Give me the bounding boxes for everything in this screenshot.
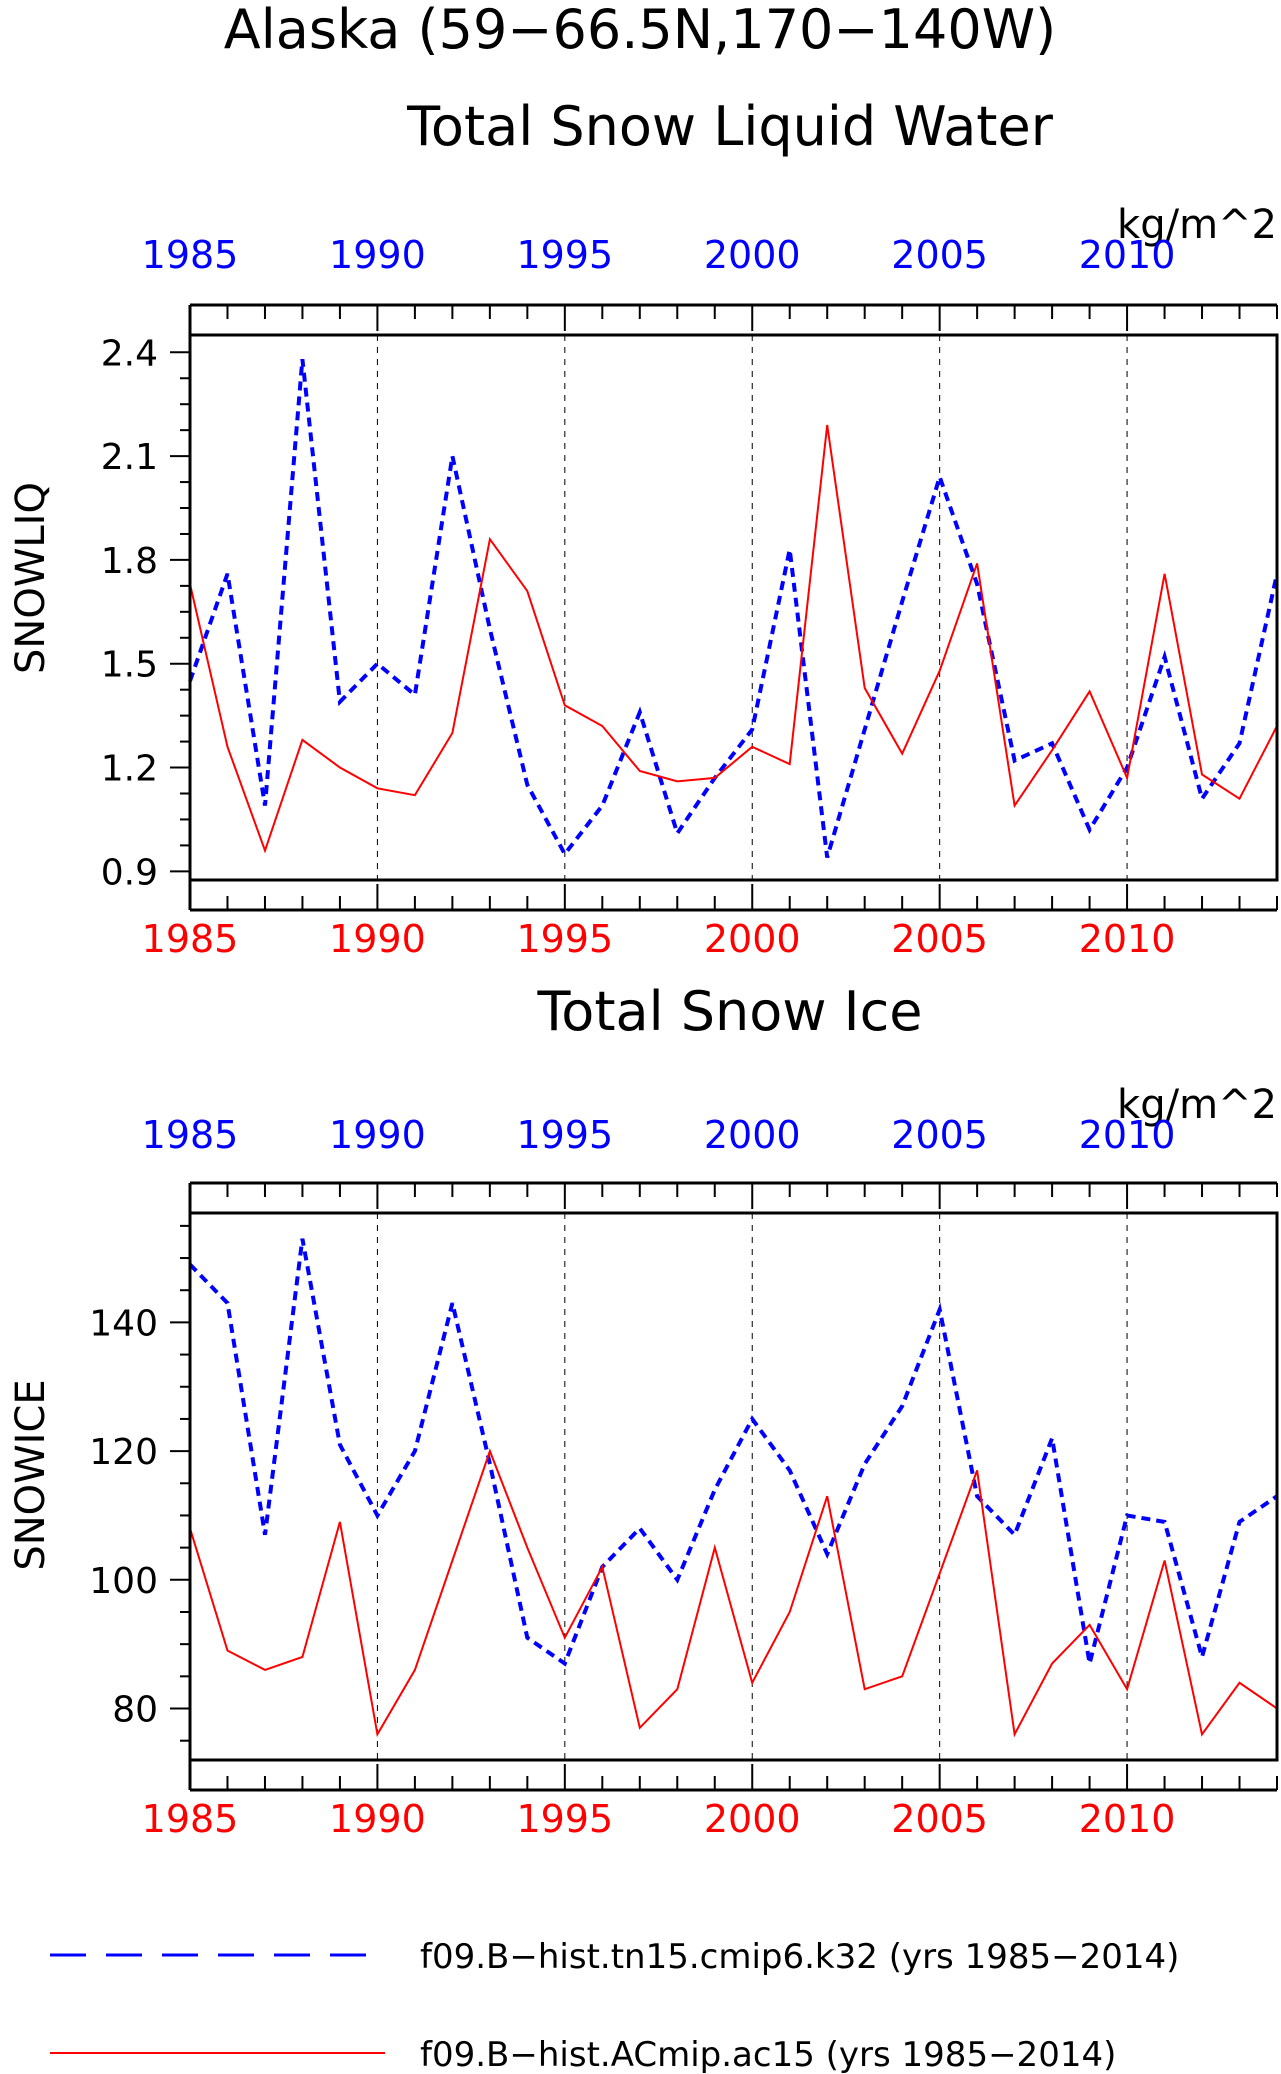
snowliq-y-tick-label: 0.9 (101, 852, 158, 893)
snowliq-y-tick-label: 1.5 (101, 645, 158, 686)
legend-label-dashed: f09.B−hist.tn15.cmip6.k32 (yrs 1985−2014… (420, 1937, 1179, 1977)
snowice-bottom-year-label: 2000 (704, 1797, 801, 1841)
figure-title: Alaska (59−66.5N,170−140W) (224, 0, 1056, 61)
snowliq-bottom-year-label: 2010 (1079, 917, 1176, 961)
snowice-bottom-year-label: 1985 (142, 1797, 239, 1841)
snowice-bottom-year-label: 1995 (516, 1797, 613, 1841)
snowliq-top-year-label: 2005 (891, 233, 988, 277)
snowliq-y-tick-label: 2.4 (101, 333, 158, 374)
snowliq-plot-frame (188, 333, 1279, 882)
snowliq-bottom-year-label: 2000 (704, 917, 801, 961)
snowice-y-tick-label: 100 (89, 1561, 158, 1602)
snowice-y-tick-label: 120 (89, 1432, 158, 1473)
snowice-top-year-label: 2005 (891, 1113, 988, 1157)
snowliq-bottom-year-label: 1990 (329, 917, 426, 961)
snowliq-bottom-year-label: 1985 (142, 917, 239, 961)
snowice-bottom-year-label: 1990 (329, 1797, 426, 1841)
legend-label-solid: f09.B−hist.ACmip.ac15 (yrs 1985−2014) (420, 2035, 1116, 2074)
snowice-top-year-label: 2010 (1079, 1113, 1176, 1157)
snowice-series-dashed (188, 1238, 1279, 1667)
snowliq-y-tick-label: 1.2 (101, 749, 158, 790)
snowliq-top-year-label: 2010 (1079, 233, 1176, 277)
snowliq-series-dashed (188, 358, 1279, 859)
snowice-plot: 1985 1985 1990 1990 1995 1995 2000 2000 2005 2005… (89, 1113, 1279, 1841)
snowice-y-tick-label: 80 (112, 1690, 158, 1731)
snowice-ylabel: SNOWICE (8, 1379, 54, 1570)
snowliq-ylabel: SNOWLIQ (8, 482, 54, 674)
snowliq-units: kg/m^2 (1117, 202, 1277, 248)
snowice-top-year-label: 1990 (329, 1113, 426, 1157)
snowliq-top-year-label: 1985 (142, 233, 239, 277)
snowice-top-year-label: 1985 (142, 1113, 239, 1157)
snowice-top-year-label: 1995 (516, 1113, 613, 1157)
snowliq-top-year-label: 1995 (516, 233, 613, 277)
snowliq-title: Total Snow Liquid Water (406, 95, 1054, 158)
snowice-title: Total Snow Ice (537, 980, 923, 1043)
snowliq-top-year-label: 2000 (704, 233, 801, 277)
snowliq-y-tick-label: 1.8 (101, 541, 158, 582)
snowice-plot-frame (188, 1211, 1279, 1762)
snowliq-bottom-year-label: 1995 (516, 917, 613, 961)
legend: f09.B−hist.tn15.cmip6.k32 (yrs 1985−2014… (50, 1937, 1179, 2074)
snowice-bottom-year-label: 2005 (891, 1797, 988, 1841)
snowliq-bottom-year-label: 2005 (891, 917, 988, 961)
snowice-y-tick-label: 140 (89, 1303, 158, 1344)
snowice-panel: Total Snow Ice kg/m^2 SNOWICE 1985198519… (8, 980, 1279, 1841)
snowice-units: kg/m^2 (1117, 1082, 1277, 1128)
snowliq-y-tick-label: 2.1 (101, 437, 158, 478)
snowliq-panel: Total Snow Liquid Water kg/m^2 SNOWLIQ 1… (8, 95, 1279, 961)
snowliq-series-solid (189, 424, 1278, 854)
snowliq-top-year-label: 1990 (329, 233, 426, 277)
snowice-series-solid (189, 1448, 1278, 1738)
snowliq-plot: 1985 1985 1990 1990 1995 1995 2000 2000 2005 2005… (101, 233, 1279, 961)
snowice-bottom-year-label: 2010 (1079, 1797, 1176, 1841)
snowice-top-year-label: 2000 (704, 1113, 801, 1157)
